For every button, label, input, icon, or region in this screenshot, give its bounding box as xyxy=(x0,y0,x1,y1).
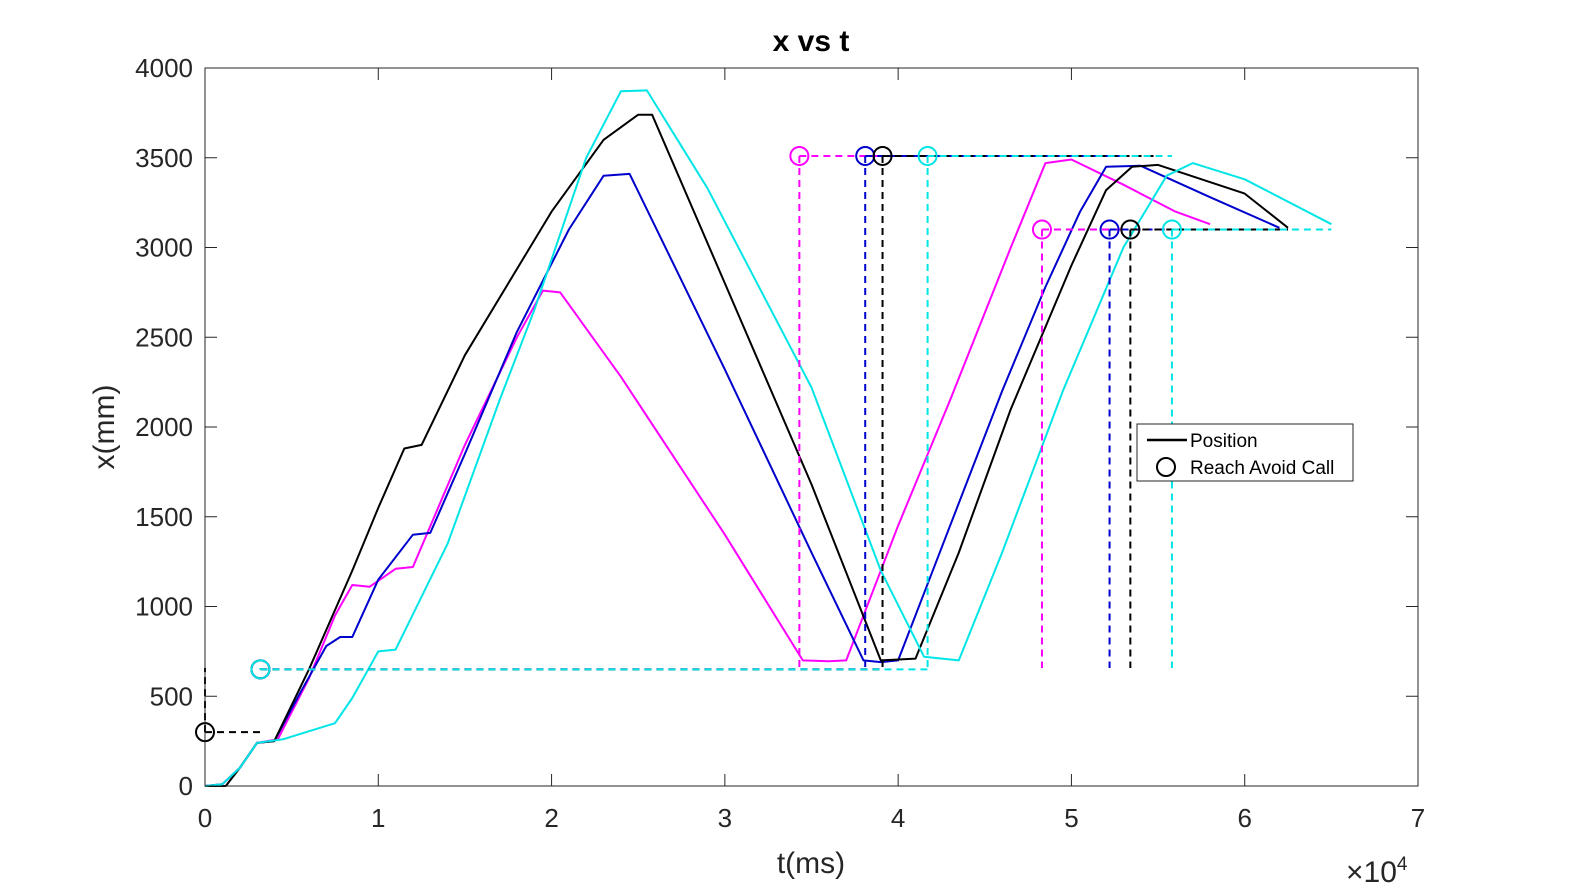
x-tick-label: 4 xyxy=(891,803,905,833)
y-tick-label: 3500 xyxy=(135,143,193,173)
reach-avoid-marker-3-2 xyxy=(1161,219,1182,240)
legend-entry-position: Position xyxy=(1190,431,1258,452)
series-line-2 xyxy=(205,113,1289,787)
legend-entry-reach-avoid: Reach Avoid Call xyxy=(1190,458,1334,479)
x-exponent-power: 4 xyxy=(1397,854,1408,875)
x-tick-label: 7 xyxy=(1411,803,1425,833)
x-tick-label: 2 xyxy=(544,803,558,833)
reach-avoid-layer xyxy=(195,145,1332,743)
reach-avoid-marker-3-0 xyxy=(250,659,271,680)
y-tick-label: 0 xyxy=(179,771,193,801)
series-line-1 xyxy=(204,164,1280,787)
series-line-3 xyxy=(204,89,1332,787)
chart-title: x vs t xyxy=(773,25,850,58)
legend: Position Reach Avoid Call xyxy=(1136,423,1354,482)
legend-circle-swatch xyxy=(1156,457,1176,477)
series-layer xyxy=(204,89,1332,787)
y-tick-label: 3000 xyxy=(135,233,193,263)
x-tick-label: 3 xyxy=(718,803,732,833)
y-tick-label: 2000 xyxy=(135,412,193,442)
reach-avoid-marker-0-1 xyxy=(789,145,810,166)
y-tick-label: 2500 xyxy=(135,322,193,352)
y-tick-label: 1000 xyxy=(135,592,193,622)
reach-avoid-marker-0-2 xyxy=(1031,219,1052,240)
x-tick-label: 1 xyxy=(371,803,385,833)
reach-avoid-marker-2-3 xyxy=(1120,219,1141,240)
reach-avoid-marker-1-2 xyxy=(1099,219,1120,240)
y-tick-label: 1500 xyxy=(135,502,193,532)
series-line-0 xyxy=(204,158,1211,787)
y-tick-label: 500 xyxy=(150,681,193,711)
x-axis-ticks: 0 1 2 3 4 5 6 7 xyxy=(198,68,1425,833)
y-axis-ticks: 0 500 1000 1500 2000 2500 3000 3500 4000 xyxy=(135,53,1418,801)
reach-avoid-marker-3-1 xyxy=(917,145,938,166)
reach-avoid-marker-2-2 xyxy=(872,145,893,166)
x-tick-label: 0 xyxy=(198,803,212,833)
x-axis-title: t(ms) xyxy=(777,847,845,880)
y-tick-label: 4000 xyxy=(135,53,193,83)
y-axis-title: x(mm) xyxy=(88,385,121,470)
x-exponent-base: ×10 xyxy=(1346,856,1397,889)
x-exponent-label: ×104 xyxy=(1346,854,1408,889)
x-tick-label: 5 xyxy=(1064,803,1078,833)
x-tick-label: 6 xyxy=(1237,803,1251,833)
